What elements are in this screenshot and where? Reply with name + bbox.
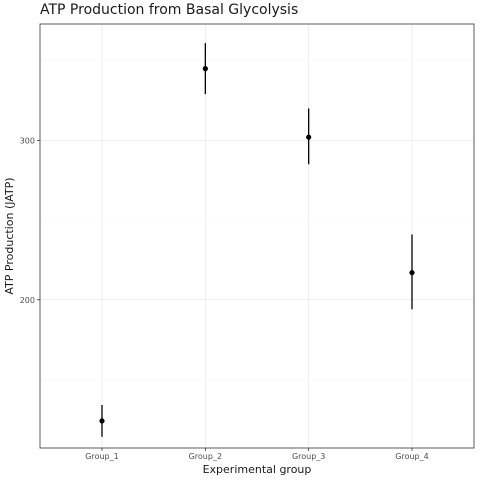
x-tick-label: Group_2 [189,452,222,461]
y-tick-label: 200 [20,296,35,305]
y-tick-label: 300 [20,136,35,145]
x-axis-label: Experimental group [203,463,312,476]
data-series [99,43,415,437]
data-point-group-1 [99,418,105,424]
x-tick-label: Group_4 [395,452,428,461]
chart-title: ATP Production from Basal Glycolysis [40,2,298,18]
data-point-group-4 [409,270,415,276]
axes: 200 300 Group_1 Group_2 Group_3 Group_4 [20,136,429,461]
y-axis-label: ATP Production (JATP) [3,177,16,294]
x-tick-label: Group_3 [292,452,325,461]
data-point-group-3 [306,134,312,140]
x-tick-label: Group_1 [85,452,118,461]
data-point-group-2 [202,66,208,72]
plot-panel-border [39,23,475,449]
